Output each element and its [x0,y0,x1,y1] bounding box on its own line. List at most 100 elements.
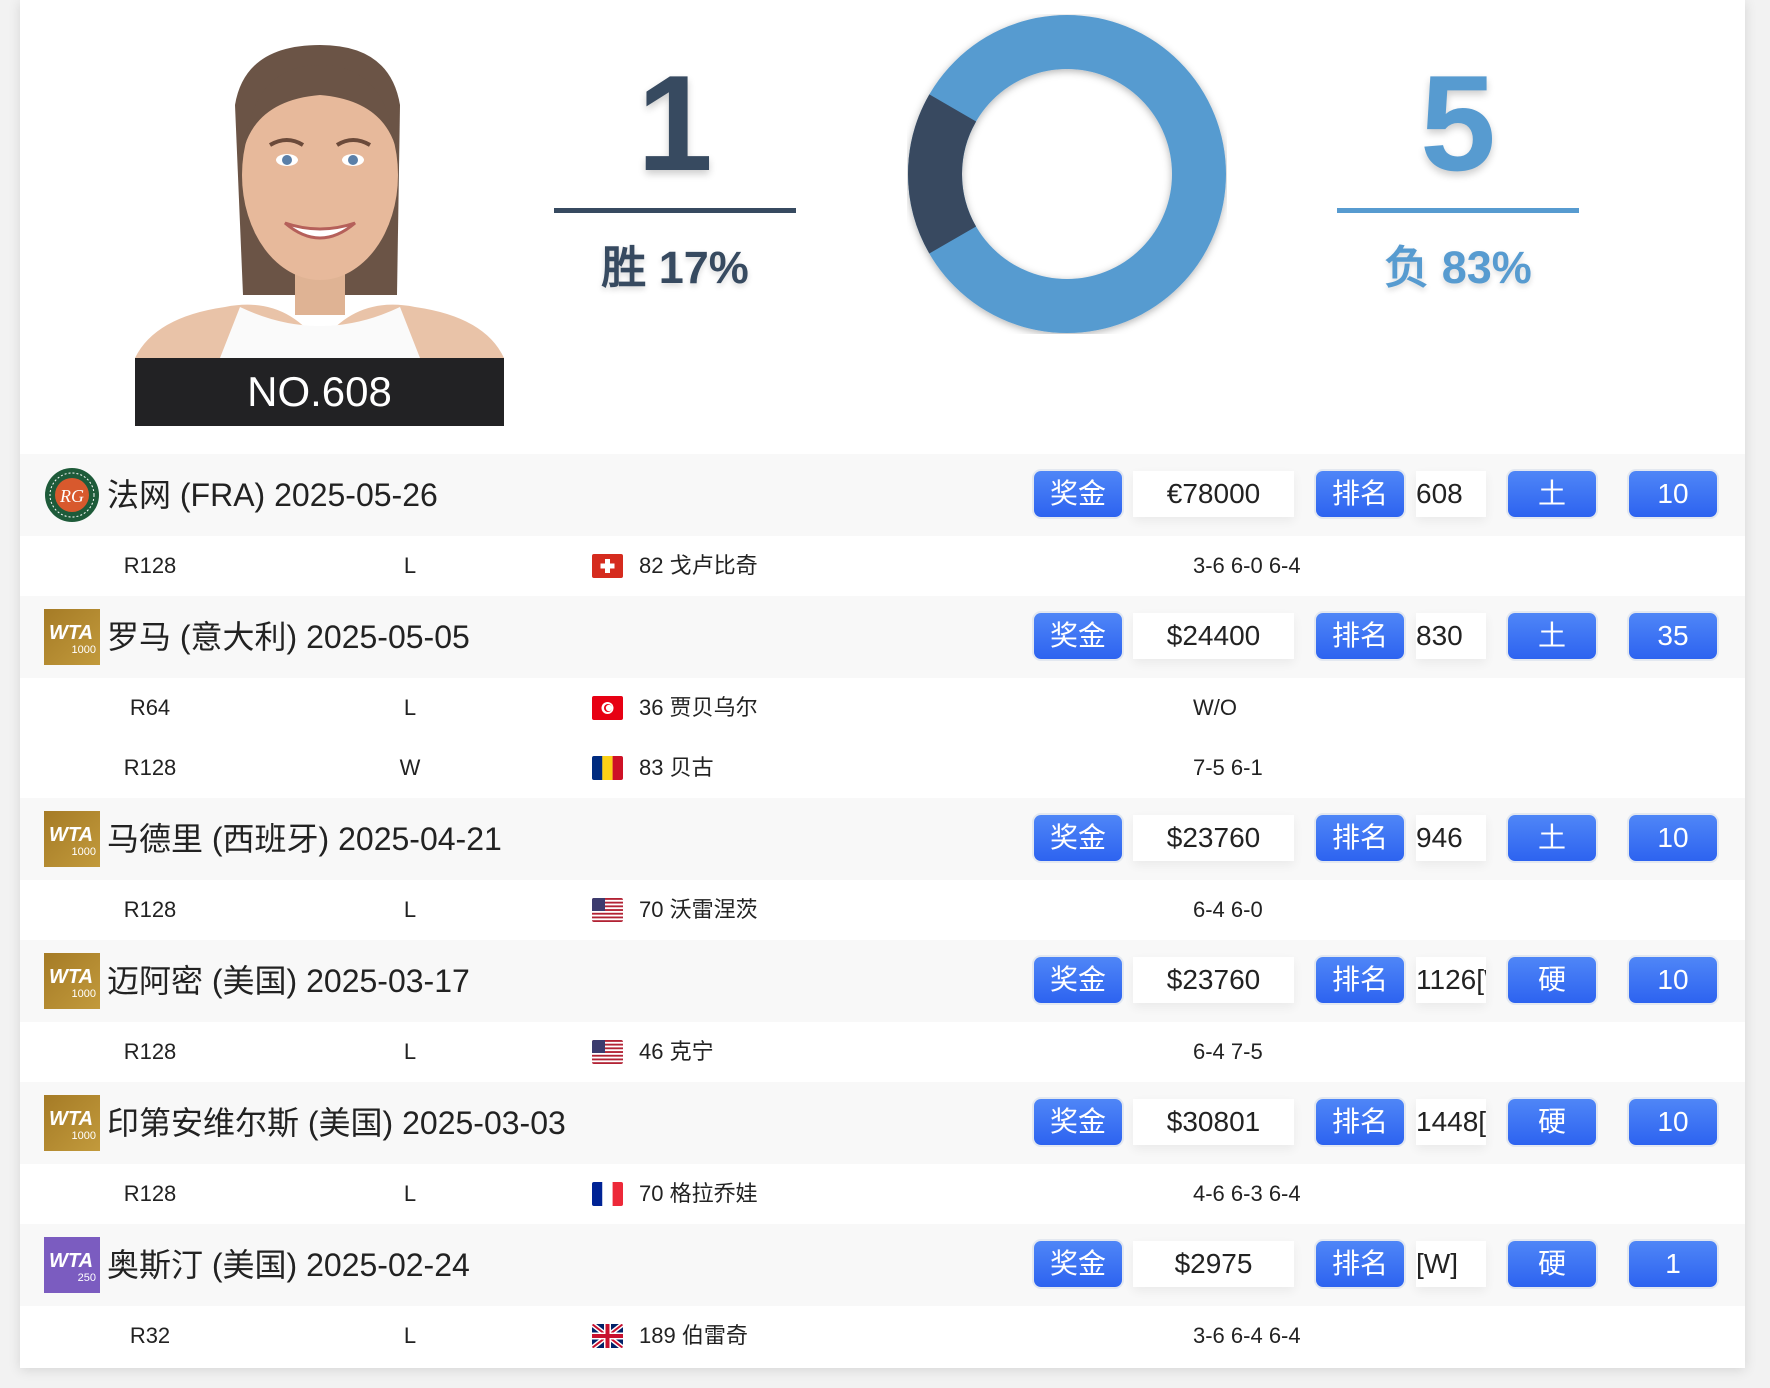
tournament-header: WTA 1000 迈阿密 (美国) 2025-03-17 奖金 $23760 排名 1126… [20,940,1745,1022]
svg-text:1000: 1000 [72,988,96,1000]
losses-divider [1337,208,1579,213]
tournament-title[interactable]: 罗马 (意大利) 2025-05-05 [107,619,470,655]
surface-button[interactable]: 硬 [1508,1241,1596,1287]
tournament-title[interactable]: 印第安维尔斯 (美国) 2025-03-03 [107,1105,566,1141]
match-round: R128 [123,755,177,780]
rank-value: [W] [1416,1241,1486,1287]
svg-text:1000: 1000 [72,644,96,656]
rank-value: 608 [1416,471,1486,517]
points-button[interactable]: 10 [1629,815,1717,861]
match-row[interactable]: R128 W 83 贝古 7-5 6-1 [20,738,1745,798]
losses-percentage: 负 83% [1384,242,1532,293]
opponent[interactable]: 36 贾贝乌尔 [639,695,758,720]
match-row[interactable]: R64 L 36 贾贝乌尔 W/O [20,678,1745,738]
points-button[interactable]: 10 [1629,957,1717,1003]
usa-flag-icon [592,898,623,922]
rank-value: 1448[W [1416,1099,1486,1145]
tournament-header: WTA 1000 马德里 (西班牙) 2025-04-21 奖金 $23760 排名 946… [20,798,1745,880]
prize-label-button[interactable]: 奖金 [1034,471,1122,517]
points-button[interactable]: 10 [1629,471,1717,517]
match-row[interactable]: R128 L 82 戈卢比奇 3-6 6-0 6-4 [20,536,1745,596]
prize-value: €78000 [1133,471,1294,517]
prize-value: $2975 [1133,1241,1294,1287]
prize-label-button[interactable]: 奖金 [1034,815,1122,861]
rank-label-button[interactable]: 排名 [1316,613,1404,659]
svg-text:WTA: WTA [49,622,93,644]
opponent[interactable]: 70 沃雷涅茨 [639,897,758,922]
prize-label-button[interactable]: 奖金 [1034,1241,1122,1287]
prize-value: $23760 [1133,815,1294,861]
opponent[interactable]: 46 克宁 [639,1039,714,1064]
rank-label-button[interactable]: 排名 [1316,471,1404,517]
svg-text:1000: 1000 [72,1130,96,1142]
player-photo [135,45,504,358]
opponent[interactable]: 70 格拉乔娃 [639,1181,758,1206]
surface-button[interactable]: 硬 [1508,1099,1596,1145]
wta-1000-logo-icon: WTA 1000 [44,1095,100,1151]
tournament-header: WTA 250 奥斯汀 (美国) 2025-02-24 奖金 $2975 排名 [W] 硬 1 [20,1224,1745,1306]
match-result: W [399,755,421,780]
rank-value: 946 [1416,815,1486,861]
donut-win-segment [908,15,1226,333]
tournament-title[interactable]: 马德里 (西班牙) 2025-04-21 [107,821,502,857]
rank-value: 830 [1416,613,1486,659]
opponent[interactable]: 189 伯雷奇 [639,1323,748,1348]
france-flag-icon [592,1182,623,1206]
win-loss-donut [908,15,1226,333]
rank-value: 1126[W [1416,957,1486,1003]
match-round: R64 [129,695,171,720]
losses-stat: 5 负 83% [1337,0,1579,296]
wta-1000-logo-icon: WTA 1000 [44,953,100,1009]
opponent[interactable]: 82 戈卢比奇 [639,553,758,578]
prize-label-button[interactable]: 奖金 [1034,957,1122,1003]
match-result: L [403,553,417,578]
match-round: R128 [123,1181,177,1206]
svg-text:250: 250 [78,1272,96,1284]
points-button[interactable]: 35 [1629,613,1717,659]
surface-button[interactable]: 土 [1508,613,1596,659]
match-row[interactable]: R128 L 70 格拉乔娃 4-6 6-3 6-4 [20,1164,1745,1224]
match-score: 7-5 6-1 [1193,755,1263,780]
match-row[interactable]: R128 L 46 克宁 6-4 7-5 [20,1022,1745,1082]
match-score: 4-6 6-3 6-4 [1193,1181,1301,1206]
player-card: NO.608 1 胜 17% 5 负 83% RG 法网 (FRA) 2025-0… [20,0,1745,1368]
tournament-title[interactable]: 迈阿密 (美国) 2025-03-17 [107,963,470,999]
svg-text:WTA: WTA [49,1108,93,1130]
romania-flag-icon [592,756,623,780]
match-score: 3-6 6-0 6-4 [1193,553,1301,578]
svg-text:WTA: WTA [49,824,93,846]
match-result: L [403,695,417,720]
surface-button[interactable]: 硬 [1508,957,1596,1003]
prize-label-button[interactable]: 奖金 [1034,1099,1122,1145]
prize-label-button[interactable]: 奖金 [1034,613,1122,659]
tournament-header: WTA 1000 罗马 (意大利) 2025-05-05 奖金 $24400 排名 830 土… [20,596,1745,678]
surface-button[interactable]: 土 [1508,471,1596,517]
wins-percentage: 胜 17% [601,242,749,293]
rank-label-button[interactable]: 排名 [1316,1241,1404,1287]
summary-section: NO.608 1 胜 17% 5 负 83% [20,0,1745,454]
losses-count: 5 [1420,47,1496,199]
wins-stat: 1 胜 17% [554,0,796,296]
match-row[interactable]: R128 L 70 沃雷涅茨 6-4 6-0 [20,880,1745,940]
match-score: W/O [1193,695,1237,720]
svg-text:1000: 1000 [72,846,96,858]
usa-flag-icon [592,1040,623,1064]
match-round: R32 [129,1323,171,1348]
points-button[interactable]: 10 [1629,1099,1717,1145]
tournament-title[interactable]: 法网 (FRA) 2025-05-26 [107,477,438,513]
donut-loss-segment [908,15,1226,333]
surface-button[interactable]: 土 [1508,815,1596,861]
match-round: R128 [123,897,177,922]
points-button[interactable]: 1 [1629,1241,1717,1287]
tunisia-flag-icon [592,696,623,720]
wta-1000-logo-icon: WTA 1000 [44,811,100,867]
match-row[interactable]: R32 L 189 伯雷奇 3-6 6-4 6-4 [20,1306,1745,1366]
tournament-list: RG 法网 (FRA) 2025-05-26 奖金 €78000 排名 608 土 10 R12… [20,454,1745,1366]
opponent[interactable]: 83 贝古 [639,755,714,780]
rank-label-button[interactable]: 排名 [1316,957,1404,1003]
wta-250-logo-icon: WTA 250 [44,1237,100,1293]
rank-label-button[interactable]: 排名 [1316,815,1404,861]
match-result: L [403,1039,417,1064]
tournament-title[interactable]: 奥斯汀 (美国) 2025-02-24 [107,1247,470,1283]
rank-label-button[interactable]: 排名 [1316,1099,1404,1145]
